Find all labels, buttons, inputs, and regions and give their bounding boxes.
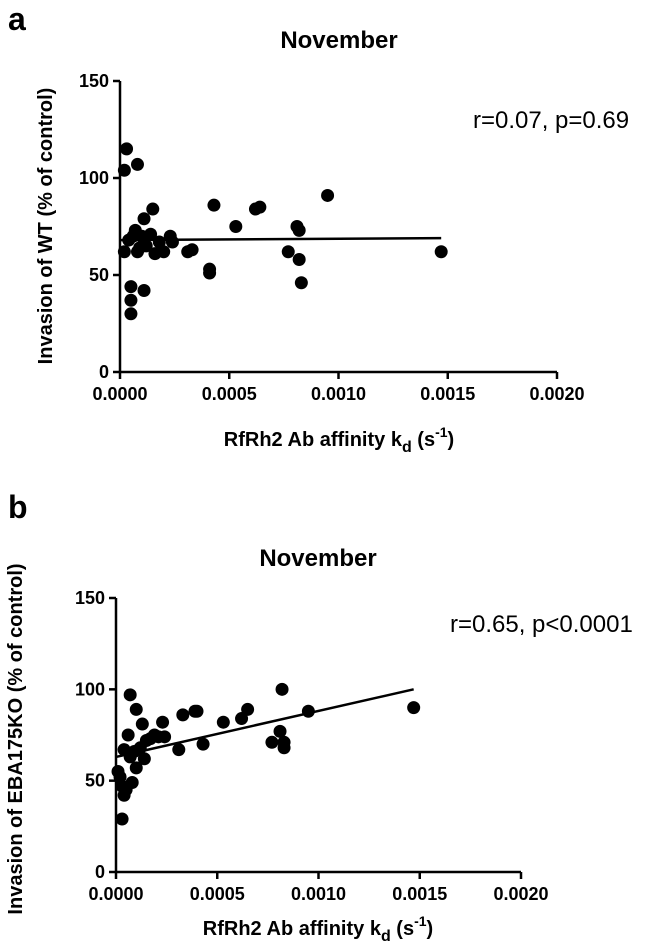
data-point <box>137 284 151 298</box>
x-tick-label: 0.0005 <box>202 384 257 404</box>
data-point <box>235 712 249 726</box>
x-tick-label: 0.0015 <box>420 384 475 404</box>
stats-annotation: r=0.65, p<0.0001 <box>450 611 633 638</box>
data-point <box>158 730 172 744</box>
data-point <box>176 708 190 722</box>
data-point <box>434 245 448 259</box>
data-point <box>130 245 144 259</box>
data-point <box>275 682 289 696</box>
plot-area: 0 50 100 150 0.0000 0.0005 0.0010 0.0015 0.0020 <box>75 588 549 904</box>
data-point <box>121 728 135 742</box>
data-point <box>281 245 295 259</box>
data-point <box>273 724 287 738</box>
x-tick-label: 0.0020 <box>493 884 548 904</box>
y-tick-label: 0 <box>99 362 109 382</box>
x-tick-label: 0.0000 <box>88 884 143 904</box>
panel-letter: b <box>8 489 28 525</box>
data-point <box>137 752 151 766</box>
data-point <box>146 202 160 216</box>
y-tick-label: 50 <box>85 771 105 791</box>
x-tick-label: 0.0005 <box>190 884 245 904</box>
data-point <box>321 188 335 202</box>
regression-line <box>115 688 414 759</box>
data-point <box>124 293 138 307</box>
x-tick-label: 0.0020 <box>529 384 584 404</box>
data-point <box>129 702 143 716</box>
x-axis-label-unit-close: ) <box>448 429 455 451</box>
data-point <box>130 157 144 171</box>
chart-title: November <box>280 27 397 54</box>
x-axis-label-superscript: -1 <box>435 424 448 440</box>
panel-letter: a <box>8 1 26 37</box>
x-tick-label: 0.0010 <box>291 884 346 904</box>
data-point <box>124 280 138 294</box>
data-point <box>129 761 143 775</box>
y-tick-label: 100 <box>75 679 105 699</box>
data-point <box>265 735 279 749</box>
x-axis-label-unit-close: ) <box>427 918 434 940</box>
x-tick-label: 0.0015 <box>392 884 447 904</box>
x-tick-label: 0.0010 <box>311 384 366 404</box>
data-point <box>156 715 170 729</box>
panel-b: b November r=0.65, p<0.0001 Invasion of … <box>5 489 633 944</box>
data-point <box>407 701 421 715</box>
y-tick-label: 100 <box>79 168 109 188</box>
data-point <box>190 704 204 718</box>
chart-title: November <box>259 545 376 572</box>
data-point <box>216 715 230 729</box>
x-axis-label-subscript: d <box>402 439 412 456</box>
x-axis-label-unit-open: (s <box>391 918 414 940</box>
plot-area: 0 50 100 150 0.0000 0.0005 0.0010 0.0015 0.0020 <box>79 71 585 404</box>
data-point <box>294 276 308 290</box>
y-axis-label: Invasion of EBA175KO (% of control) <box>5 563 27 914</box>
x-axis-label-main: RfRh2 Ab affinity k <box>224 429 403 451</box>
data-point <box>120 142 134 156</box>
y-tick-label: 50 <box>89 265 109 285</box>
x-tick-label: 0.0000 <box>92 384 147 404</box>
data-point <box>125 775 139 789</box>
data-point <box>292 223 306 237</box>
data-point <box>203 266 217 280</box>
y-tick-label: 150 <box>79 71 109 91</box>
data-point <box>123 688 137 702</box>
x-axis-label-main: RfRh2 Ab affinity k <box>203 918 382 940</box>
data-point <box>253 200 267 214</box>
data-point <box>301 704 315 718</box>
data-point <box>117 163 131 177</box>
data-point <box>137 212 151 226</box>
data-point <box>229 220 243 233</box>
stats-annotation: r=0.07, p=0.69 <box>473 107 629 134</box>
y-tick-label: 150 <box>75 588 105 608</box>
data-point <box>124 307 138 321</box>
data-point <box>172 743 186 757</box>
x-axis-label: RfRh2 Ab affinity kd (s-1) <box>203 913 433 944</box>
data-point <box>165 235 179 249</box>
data-point <box>196 737 210 751</box>
data-point <box>277 735 291 749</box>
y-tick-label: 0 <box>95 862 105 882</box>
x-axis-label-unit-open: (s <box>412 429 435 451</box>
data-point <box>144 227 158 241</box>
data-point <box>185 243 199 257</box>
data-point <box>241 702 255 716</box>
data-point <box>292 252 306 266</box>
x-axis-label-superscript: -1 <box>414 913 427 929</box>
panel-a: a November r=0.07, p=0.69 Invasion of WT… <box>8 1 629 456</box>
data-point <box>157 245 171 259</box>
data-point <box>135 717 149 731</box>
data-point <box>117 245 131 259</box>
y-axis-label: Invasion of WT (% of control) <box>35 88 57 365</box>
data-point <box>152 235 166 249</box>
x-axis-label: RfRh2 Ab affinity kd (s-1) <box>224 424 454 456</box>
data-point <box>115 812 129 826</box>
x-axis-label-subscript: d <box>381 928 391 944</box>
data-point <box>207 198 221 212</box>
